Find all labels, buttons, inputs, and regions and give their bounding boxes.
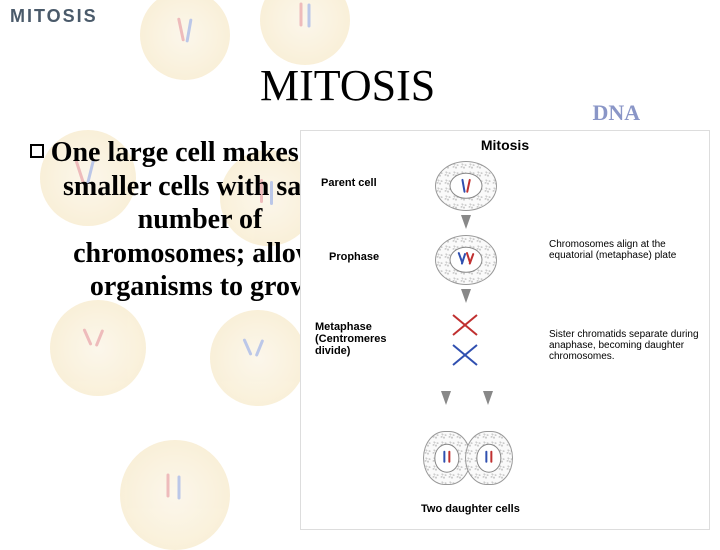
parent-cell xyxy=(435,161,497,211)
align-caption: Chromosomes align at the equatorial (met… xyxy=(549,239,701,261)
metaphase-label: Metaphase (Centromeres divide) xyxy=(315,321,415,357)
parent-cell-label: Parent cell xyxy=(321,177,377,189)
metaphase-chromosomes xyxy=(447,311,487,371)
prophase-label: Prophase xyxy=(329,251,379,263)
daughter-cells-label: Two daughter cells xyxy=(421,503,520,515)
bg-cell xyxy=(50,300,146,396)
bg-cell xyxy=(210,310,306,406)
diagram-title: Mitosis xyxy=(481,137,529,153)
arrow-icon xyxy=(441,391,451,405)
bg-cell xyxy=(260,0,350,65)
arrow-icon xyxy=(461,215,471,229)
bg-cell xyxy=(140,0,230,80)
bullet-icon xyxy=(30,144,44,158)
prophase-cell xyxy=(435,235,497,285)
arrow-icon xyxy=(461,289,471,303)
mitosis-diagram: Mitosis Parent cell Prophase Chromosomes… xyxy=(300,130,710,530)
page-title: MITOSIS xyxy=(260,60,435,111)
separate-caption: Sister chromatids separate during anapha… xyxy=(549,329,701,362)
bg-cell xyxy=(120,440,230,550)
arrow-icon xyxy=(483,391,493,405)
top-left-label: MITOSIS xyxy=(10,6,98,27)
daughter-cells xyxy=(423,431,513,489)
